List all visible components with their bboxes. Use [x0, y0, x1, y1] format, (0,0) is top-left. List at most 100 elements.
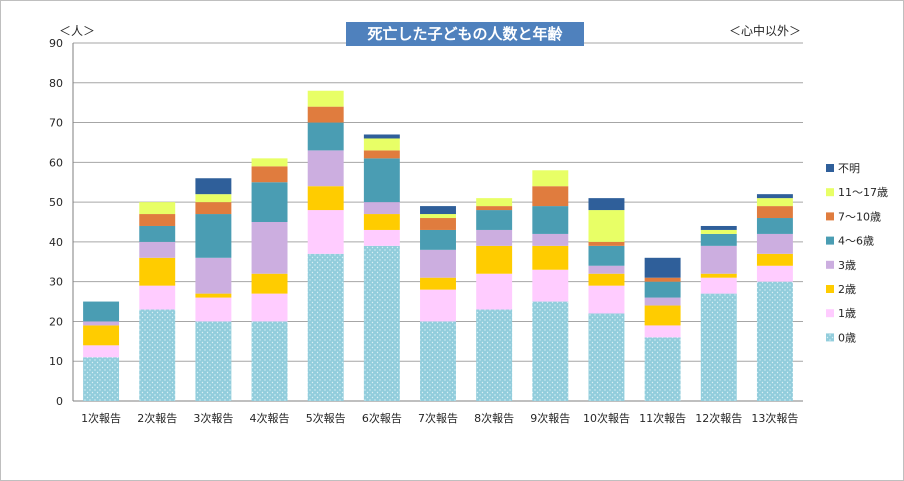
- bar-segment: [588, 245, 625, 266]
- y-tick-label: 0: [56, 395, 63, 408]
- bar-segment: [644, 257, 681, 278]
- bar-segment: [139, 214, 176, 226]
- x-tick-label: 13次報告: [751, 411, 798, 425]
- x-tick-label: 2次報告: [137, 411, 177, 425]
- bar-segment: [83, 325, 120, 346]
- bar-segment: [139, 241, 176, 258]
- bar-segment: [139, 309, 176, 401]
- bar-segment: [700, 233, 737, 246]
- bar-segment: [420, 218, 456, 230]
- bar-segment: [756, 253, 793, 266]
- bar-segment: [83, 301, 120, 322]
- bar-segment: [139, 225, 176, 242]
- bar-segment: [251, 182, 288, 222]
- bar-segment: [251, 293, 288, 322]
- bar-segment: [700, 277, 737, 294]
- bar-segment: [532, 206, 569, 234]
- x-tick-label: 4次報告: [250, 411, 290, 425]
- bar-segment: [307, 90, 344, 107]
- bar-segment: [420, 206, 456, 215]
- bar-segment: [420, 289, 456, 322]
- x-tick-label: 8次報告: [474, 411, 514, 425]
- bar-segment: [700, 229, 737, 234]
- bar-segment: [139, 285, 176, 310]
- y-tick-label: 90: [49, 37, 63, 50]
- bar-segment: [307, 210, 344, 254]
- x-tick-label: 1次報告: [81, 411, 121, 425]
- bar-segment: [644, 277, 681, 282]
- bar-segment: [363, 138, 400, 151]
- bar-segment: [532, 186, 569, 207]
- bar-segment: [420, 249, 456, 278]
- bar-segment: [420, 321, 456, 401]
- bar-segment: [83, 357, 120, 401]
- bar-segment: [307, 186, 344, 211]
- legend: 不明 11～17歳 7～10歳 4～6歳 3歳 2歳 1歳 0歳: [826, 162, 888, 344]
- bar-segment: [532, 245, 569, 270]
- bar-segment: [756, 198, 793, 207]
- bar-segment: [644, 337, 681, 401]
- bar-segment: [588, 313, 625, 401]
- bar-segment: [139, 202, 176, 215]
- legend-swatch: [826, 285, 834, 293]
- legend-label: 不明: [838, 162, 860, 175]
- bar-segment: [588, 210, 625, 242]
- legend-label: 11～17歳: [838, 186, 888, 199]
- bar-segment: [476, 206, 513, 211]
- y-tick-label: 70: [49, 117, 63, 130]
- x-tick-label: 7次報告: [418, 411, 458, 425]
- bar-segment: [251, 158, 288, 167]
- x-tick-label: 12次報告: [695, 411, 742, 425]
- bar-segment: [363, 158, 400, 203]
- y-tick-label: 10: [49, 355, 63, 368]
- bar-segment: [139, 257, 176, 286]
- bar-segment: [195, 178, 232, 195]
- x-tick-label: 6次報告: [362, 411, 402, 425]
- bar-segment: [307, 106, 344, 123]
- bar-segment: [756, 265, 793, 282]
- bar-segment: [644, 305, 681, 326]
- legend-label: 1歳: [838, 307, 856, 320]
- bar-segment: [363, 134, 400, 139]
- y-axis-unit-label: ＜人＞: [59, 24, 95, 38]
- bar-segment: [420, 214, 456, 219]
- bar-segment: [644, 325, 681, 338]
- y-tick-label: 80: [49, 77, 63, 90]
- bar-segment: [195, 321, 232, 401]
- bar-segment: [588, 241, 625, 246]
- bar-segment: [83, 321, 120, 326]
- bar-segment: [756, 206, 793, 219]
- bar-segment: [307, 253, 344, 401]
- y-tick-label: 30: [49, 276, 63, 289]
- x-tick-label: 11次報告: [639, 411, 686, 425]
- chart-note-label: ＜心中以外＞: [729, 23, 801, 38]
- y-tick-label: 20: [49, 315, 63, 328]
- bar-segment: [532, 301, 569, 401]
- bar-segment: [476, 198, 513, 207]
- bar-segment: [476, 273, 513, 310]
- bar-segment: [307, 150, 344, 187]
- bar-segment: [363, 229, 400, 246]
- bar-segment: [195, 194, 232, 203]
- x-tick-label: 3次報告: [193, 411, 233, 425]
- bar-segment: [363, 214, 400, 230]
- bar-segment: [476, 245, 513, 274]
- bar-segment: [195, 297, 232, 322]
- bar-segment: [195, 214, 232, 258]
- bar-segment: [756, 281, 793, 401]
- bar-segment: [756, 194, 793, 199]
- legend-label: 4～6歳: [838, 235, 874, 248]
- bar-segment: [756, 233, 793, 254]
- legend-label: 0歳: [838, 331, 856, 344]
- y-tick-label: 50: [49, 196, 63, 209]
- legend-swatch: [826, 164, 834, 172]
- bar-segment: [251, 166, 288, 183]
- y-tick-label: 60: [49, 156, 63, 169]
- bar-segment: [700, 225, 737, 230]
- bar-segment: [588, 273, 625, 286]
- legend-swatch: [826, 333, 834, 342]
- bar-segment: [532, 269, 569, 302]
- bar-segment: [83, 345, 120, 358]
